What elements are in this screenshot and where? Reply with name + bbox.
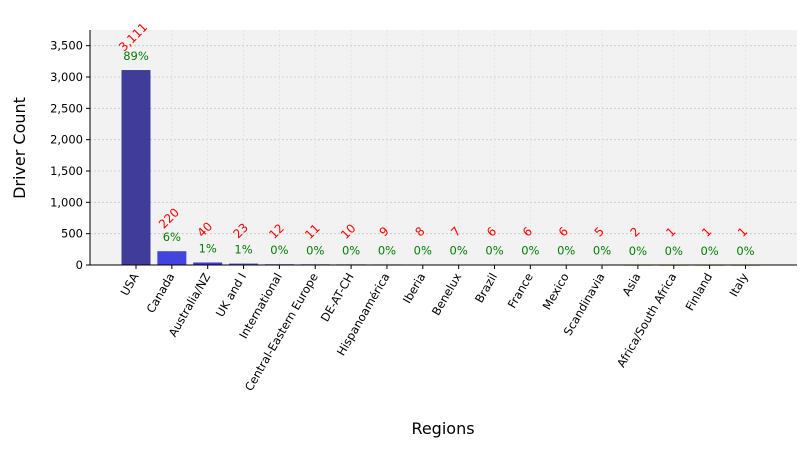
x-tick-label: Iberia — [400, 271, 428, 306]
percent-label: 0% — [665, 244, 683, 258]
y-tick-label: 1,500 — [50, 164, 83, 178]
percent-label: 0% — [593, 244, 611, 258]
percent-label: 0% — [736, 244, 754, 258]
percent-label: 1% — [199, 241, 217, 255]
y-tick-label: 3,500 — [50, 39, 83, 53]
percent-label: 0% — [270, 243, 288, 257]
percent-label: 1% — [234, 243, 252, 257]
bar — [193, 262, 223, 265]
x-tick-label: Mexico — [540, 271, 572, 313]
percent-label: 0% — [450, 244, 468, 258]
bar — [229, 263, 259, 265]
percent-label: 0% — [629, 244, 647, 258]
y-axis-title: Driver Count — [10, 97, 29, 199]
percent-label: 0% — [485, 244, 503, 258]
x-tick-label: Canada — [143, 271, 177, 316]
x-tick-label: Brazil — [472, 271, 500, 306]
y-tick-label: 2,000 — [50, 133, 83, 147]
y-tick-label: 0 — [76, 258, 83, 272]
bar — [121, 70, 151, 265]
y-tick-labels: 0 500 1,000 1,500 2,000 2,500 3,000 3,500 — [50, 39, 90, 272]
x-tick-label: Finland — [683, 271, 716, 314]
x-tick-label: Italy — [726, 270, 751, 299]
percent-label: 0% — [414, 243, 432, 257]
percent-labels: 89% 6% 1% 1% 0% 0% 0% 0% 0% 0% 0% 0% 0% 0% 0% 0% 0% 0% — [123, 49, 754, 258]
percent-label: 0% — [378, 243, 396, 257]
y-tick-label: 2,500 — [50, 101, 83, 115]
percent-label: 0% — [342, 243, 360, 257]
y-tick-label: 1,000 — [50, 195, 83, 209]
percent-label: 0% — [521, 244, 539, 258]
x-tick-label: Benelux — [429, 270, 465, 318]
y-tick-label: 500 — [61, 227, 83, 241]
bar — [157, 251, 187, 265]
x-tick-label: France — [505, 271, 536, 311]
percent-label: 0% — [557, 244, 575, 258]
x-axis-title: Regions — [411, 419, 474, 438]
percent-label: 89% — [123, 49, 149, 63]
percent-label: 6% — [163, 230, 181, 244]
x-tick-label: UK and I — [213, 271, 249, 320]
x-tick-label: Asia — [619, 271, 643, 299]
percent-label: 0% — [306, 243, 324, 257]
y-tick-label: 3,000 — [50, 70, 83, 84]
x-tick-label: Central-Eastern Europe — [242, 271, 321, 394]
x-tick-label: DE-AT-CH — [318, 271, 357, 325]
x-tick-label: USA — [118, 270, 142, 298]
percent-label: 0% — [700, 244, 718, 258]
